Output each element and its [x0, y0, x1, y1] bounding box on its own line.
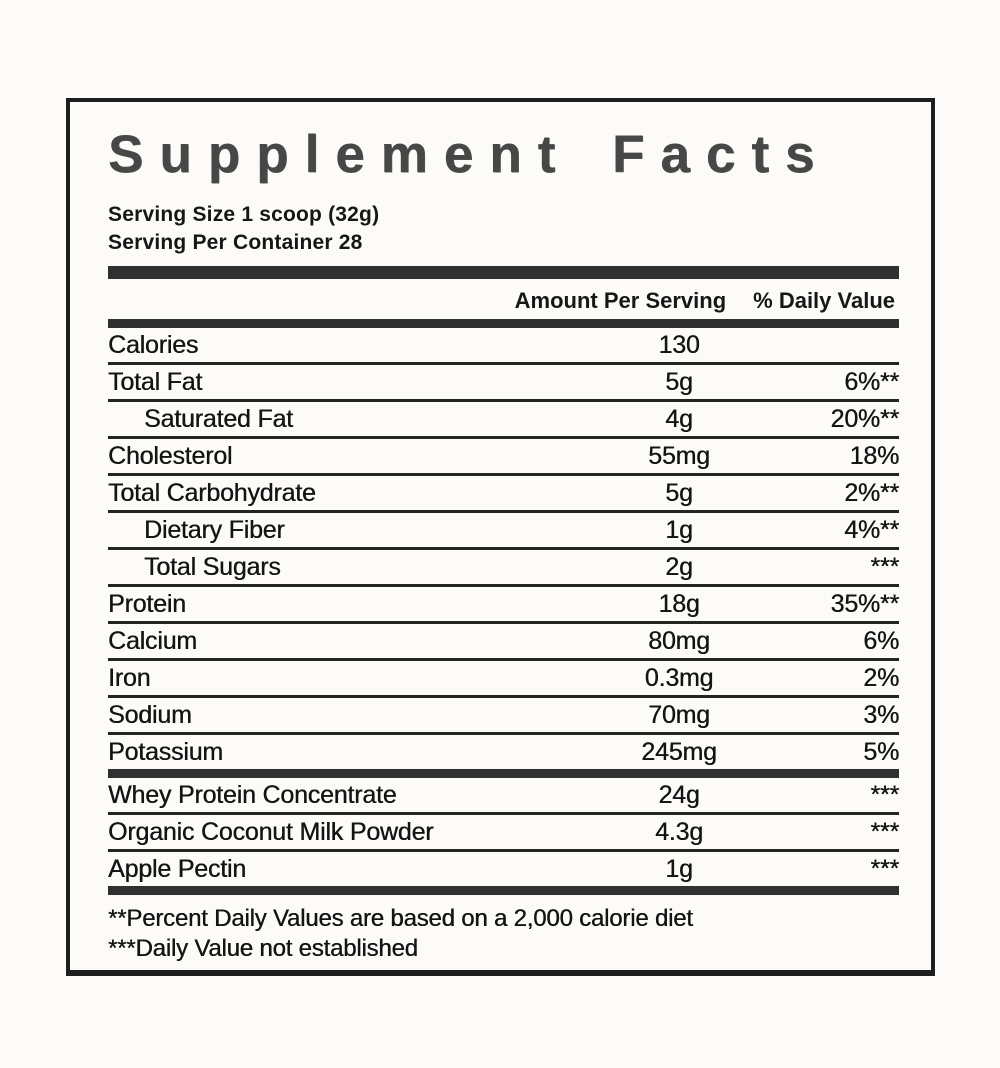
table-row: Sodium 70mg 3% — [108, 698, 899, 735]
nutrient-dv: 6% — [863, 626, 899, 655]
divider-thick-top — [108, 266, 899, 279]
nutrient-dv: 35%** — [830, 589, 900, 618]
nutrient-amount: 4.3g — [655, 817, 703, 846]
nutrient-name: Calcium — [108, 626, 197, 655]
nutrient-amount: 0.3mg — [644, 663, 714, 692]
table-row: Apple Pectin 1g *** — [108, 852, 899, 886]
nutrient-dv: 4%** — [844, 515, 899, 544]
nutrient-dv: *** — [870, 780, 899, 809]
nutrient-amount: 55mg — [648, 441, 710, 470]
nutrient-name: Protein — [108, 589, 186, 618]
nutrient-rows: Calories 130 Total Fat 5g 6%** Saturated… — [108, 328, 899, 769]
servings-per-container-text: Serving Per Container 28 — [108, 231, 363, 254]
nutrient-name: Saturated Fat — [144, 404, 293, 433]
nutrient-name: Sodium — [108, 700, 192, 729]
divider-mid — [108, 769, 899, 778]
table-row: Whey Protein Concentrate 24g *** — [108, 778, 899, 815]
footnotes: **Percent Daily Values are based on a 2,… — [108, 904, 899, 964]
nutrient-dv: *** — [870, 854, 899, 883]
nutrient-name: Whey Protein Concentrate — [108, 780, 397, 809]
nutrient-amount: 1g — [665, 515, 693, 544]
nutrient-name: Cholesterol — [108, 441, 233, 470]
supplement-facts-panel: Supplement Facts Serving Size 1 scoop (3… — [66, 98, 935, 976]
nutrient-name: Total Carbohydrate — [108, 478, 316, 507]
nutrient-amount: 18g — [658, 589, 700, 618]
nutrient-dv: 2% — [863, 663, 899, 692]
daily-value-column-header: % Daily Value — [753, 288, 895, 313]
nutrient-amount: 5g — [665, 367, 693, 396]
nutrient-name: Dietary Fiber — [144, 515, 285, 544]
nutrient-amount: 2g — [665, 552, 693, 581]
nutrient-name: Potassium — [108, 737, 223, 766]
nutrient-name: Total Sugars — [144, 552, 281, 581]
panel-title: Supplement Facts — [108, 125, 831, 184]
nutrient-amount: 245mg — [641, 737, 717, 766]
nutrient-name: Calories — [108, 330, 199, 359]
table-row: Organic Coconut Milk Powder 4.3g *** — [108, 815, 899, 852]
serving-info: Serving Size 1 scoop (32g) Serving Per C… — [108, 201, 899, 257]
nutrient-dv: 20%** — [830, 404, 900, 433]
footnote-not-established: ***Daily Value not established — [108, 935, 418, 962]
serving-size-text: Serving Size 1 scoop (32g) — [108, 203, 380, 226]
table-row: Cholesterol 55mg 18% — [108, 439, 899, 476]
column-header-row: Amount Per Serving % Daily Value — [108, 279, 899, 319]
table-row: Potassium 245mg 5% — [108, 735, 899, 769]
nutrient-amount: 80mg — [648, 626, 710, 655]
table-row: Calories 130 — [108, 328, 899, 365]
amount-column-header: Amount Per Serving — [514, 288, 727, 313]
table-row: Total Fat 5g 6%** — [108, 365, 899, 402]
table-row: Saturated Fat 4g 20%** — [108, 402, 899, 439]
nutrient-amount: 24g — [658, 780, 700, 809]
nutrient-amount: 5g — [665, 478, 693, 507]
nutrient-amount: 70mg — [648, 700, 710, 729]
nutrient-dv: 3% — [863, 700, 899, 729]
nutrient-name: Iron — [108, 663, 151, 692]
nutrient-name: Organic Coconut Milk Powder — [108, 817, 434, 846]
table-row: Iron 0.3mg 2% — [108, 661, 899, 698]
table-row: Total Carbohydrate 5g 2%** — [108, 476, 899, 513]
divider-bottom — [108, 886, 899, 895]
nutrient-dv: 18% — [849, 441, 900, 470]
table-row: Dietary Fiber 1g 4%** — [108, 513, 899, 550]
nutrient-dv: 5% — [863, 737, 899, 766]
table-row: Calcium 80mg 6% — [108, 624, 899, 661]
table-row: Protein 18g 35%** — [108, 587, 899, 624]
nutrient-amount: 1g — [665, 854, 693, 883]
nutrient-dv: *** — [870, 552, 899, 581]
footnote-daily-values: **Percent Daily Values are based on a 2,… — [108, 905, 693, 932]
divider-under-header — [108, 319, 899, 328]
nutrient-dv: 6%** — [844, 367, 899, 396]
ingredient-rows: Whey Protein Concentrate 24g *** Organic… — [108, 778, 899, 886]
nutrient-name: Apple Pectin — [108, 854, 246, 883]
nutrient-amount: 4g — [665, 404, 693, 433]
nutrient-dv: 2%** — [844, 478, 899, 507]
nutrient-amount: 130 — [658, 330, 700, 359]
nutrient-name: Total Fat — [108, 367, 203, 396]
nutrient-dv: *** — [870, 817, 899, 846]
table-row: Total Sugars 2g *** — [108, 550, 899, 587]
